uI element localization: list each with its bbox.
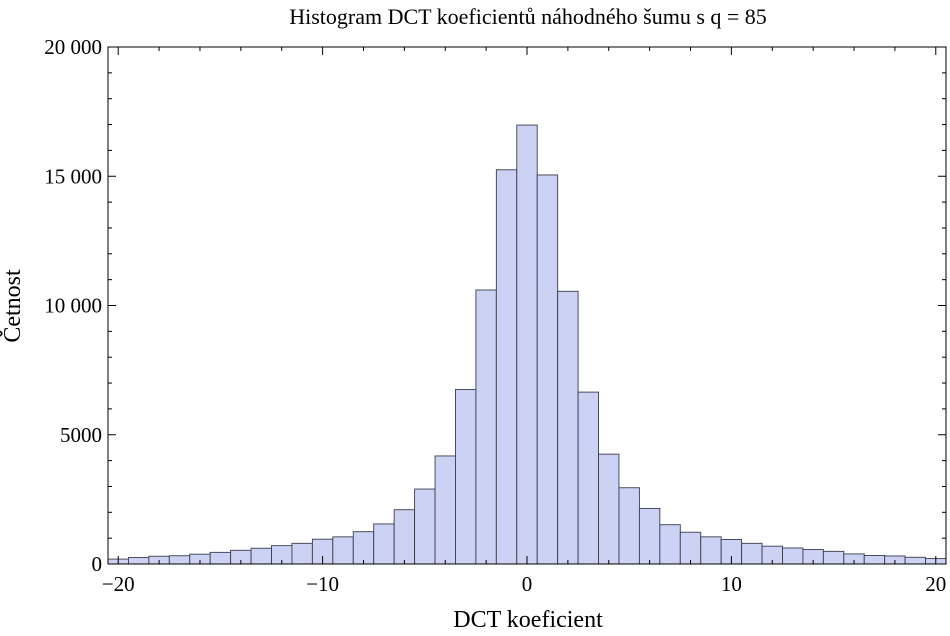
histogram-bar — [455, 389, 477, 565]
histogram-bar — [577, 391, 599, 565]
histogram-bar — [863, 555, 886, 565]
histogram-bar — [741, 542, 763, 565]
histogram-bar — [414, 488, 436, 565]
x-axis-label: DCT koeficient — [453, 607, 603, 633]
bars-group — [107, 124, 947, 565]
x-tick-label: 20 — [925, 572, 946, 596]
histogram-bar — [209, 551, 232, 565]
histogram-bar — [373, 523, 395, 565]
chart-title: Histogram DCT koeficientů náhodného šumu… — [289, 4, 767, 29]
histogram-bar — [250, 547, 272, 565]
histogram-bar — [352, 531, 375, 565]
y-tick-label: 10 000 — [44, 294, 102, 318]
histogram-bar — [168, 555, 191, 565]
y-tick-label: 20 000 — [44, 35, 102, 59]
histogram-bar — [557, 290, 579, 565]
histogram-bar — [516, 124, 538, 565]
histogram-bar — [782, 547, 804, 565]
histogram-bar — [598, 453, 620, 565]
x-tick-label: 0 — [522, 572, 533, 596]
histogram-bar — [127, 557, 150, 565]
histogram-bar — [291, 542, 313, 565]
x-axis-ticks: −20 −10 0 10 20 — [102, 47, 946, 596]
histogram-bar — [618, 487, 640, 565]
y-tick-label: 15 000 — [44, 164, 102, 188]
histogram-bar — [822, 550, 845, 565]
x-tick-label: 10 — [721, 572, 742, 596]
y-tick-label: 0 — [92, 552, 103, 576]
histogram-bar — [904, 556, 927, 565]
histogram-bar — [638, 507, 661, 565]
histogram-bar — [679, 531, 702, 565]
y-axis-label: Četnost — [0, 269, 26, 343]
histogram-bar — [536, 174, 559, 565]
histogram-bar — [332, 536, 354, 565]
histogram-bar — [393, 509, 416, 565]
x-tick-label: −20 — [102, 572, 135, 596]
histogram-bar — [475, 289, 497, 565]
histogram-bar — [700, 536, 722, 565]
y-tick-label: 5000 — [60, 423, 102, 447]
histogram-bar — [434, 455, 456, 565]
x-tick-label: −10 — [306, 572, 339, 596]
y-axis-ticks: 0 5000 10 000 15 000 20 000 — [44, 35, 946, 576]
histogram-bar — [659, 524, 681, 565]
histogram-bar — [495, 169, 518, 565]
